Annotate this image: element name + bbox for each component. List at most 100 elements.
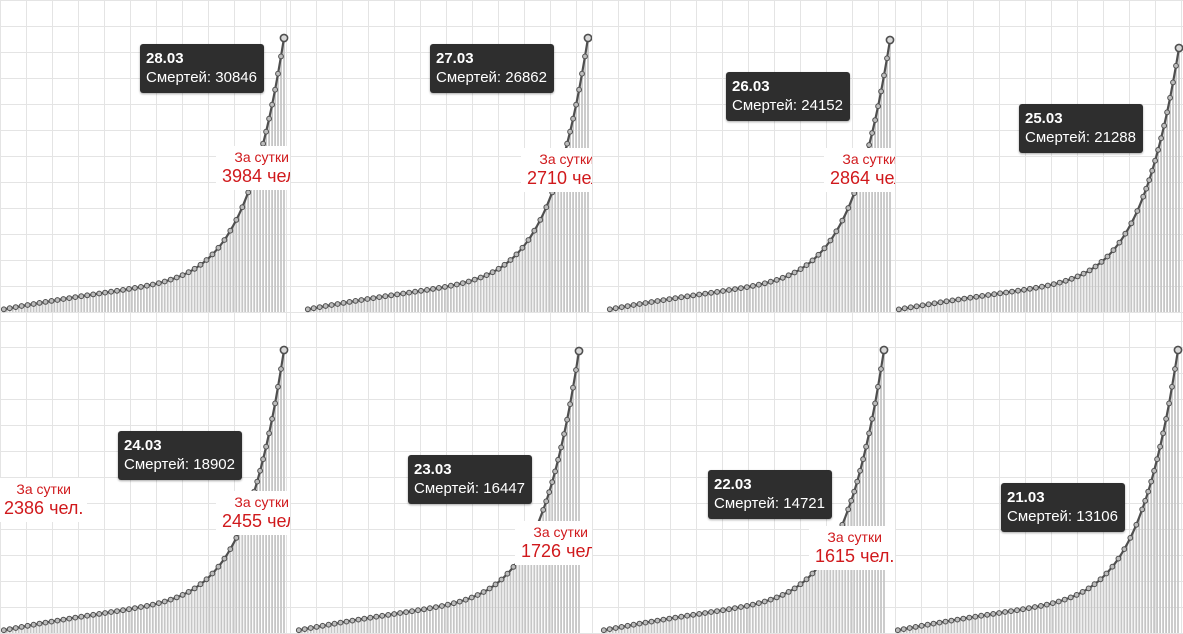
point (1109, 563, 1116, 570)
point (1026, 605, 1032, 612)
bar (781, 277, 784, 312)
point (636, 620, 643, 627)
point (376, 294, 383, 301)
point (1091, 581, 1098, 588)
point (325, 621, 332, 628)
bar (146, 605, 148, 633)
bar (1069, 597, 1072, 633)
bar (1130, 223, 1133, 312)
bar (131, 608, 133, 633)
bar (926, 624, 929, 633)
bar (333, 304, 336, 312)
point (1038, 603, 1044, 609)
bar (500, 579, 503, 633)
point (576, 86, 583, 93)
bar (187, 591, 190, 633)
bar (957, 299, 960, 312)
point (537, 217, 544, 223)
point (149, 281, 156, 288)
point (504, 570, 511, 577)
point (310, 305, 317, 312)
bar (734, 289, 736, 312)
bar (250, 500, 253, 633)
bar (841, 524, 844, 633)
point (167, 276, 174, 283)
point (48, 618, 55, 625)
bar (163, 281, 166, 312)
bar (1029, 288, 1031, 312)
bar (438, 287, 440, 312)
bar (1013, 610, 1015, 633)
bars (897, 48, 1180, 313)
point (307, 625, 314, 631)
bar (217, 247, 220, 312)
bar (701, 294, 704, 312)
bar (1007, 611, 1009, 633)
bar (330, 305, 333, 312)
bar (396, 613, 398, 633)
point (403, 609, 409, 616)
bar (945, 301, 948, 312)
bar (1049, 284, 1052, 312)
bar (1031, 607, 1033, 633)
points (0, 33, 289, 313)
bar (1147, 491, 1150, 633)
bar (369, 617, 372, 633)
bar (71, 618, 74, 633)
bar (820, 251, 823, 312)
point (233, 535, 240, 541)
point (343, 618, 350, 625)
point (442, 284, 448, 290)
point (400, 290, 407, 297)
point (1097, 576, 1104, 583)
bar (101, 613, 103, 633)
point (519, 244, 526, 251)
bar (1121, 238, 1124, 312)
bar (172, 598, 175, 633)
point (173, 274, 180, 281)
bar (787, 591, 790, 633)
point-highlight (879, 345, 889, 355)
point (660, 616, 667, 623)
bar (877, 386, 879, 633)
bar (11, 628, 14, 633)
bar (641, 303, 644, 312)
bar (914, 626, 917, 633)
point (878, 366, 884, 372)
bar (339, 622, 342, 633)
point (660, 297, 667, 304)
bar (1060, 600, 1063, 633)
bar (1076, 276, 1079, 312)
bar (1094, 266, 1097, 312)
bar (351, 301, 354, 312)
bar (1088, 270, 1091, 312)
bar (86, 615, 89, 633)
bar (1043, 286, 1046, 312)
bar (274, 89, 276, 312)
bar (187, 272, 190, 312)
bar (1061, 281, 1064, 312)
point (546, 489, 553, 496)
point (483, 272, 490, 279)
bar (354, 620, 357, 633)
point (278, 366, 284, 372)
bar (1100, 261, 1103, 312)
bar (271, 104, 273, 312)
annotation-value: 2386 (4, 498, 45, 518)
point (1027, 285, 1033, 292)
point (624, 622, 631, 629)
bar (1035, 287, 1037, 312)
bar (793, 588, 796, 633)
bar (447, 286, 449, 312)
point (866, 142, 873, 148)
bar (1090, 586, 1093, 633)
point (42, 299, 49, 305)
point (612, 625, 619, 631)
point (696, 611, 703, 617)
bar (378, 616, 381, 633)
point (272, 400, 279, 407)
point (370, 295, 377, 302)
bar (321, 306, 324, 312)
bar (899, 629, 902, 633)
point (155, 280, 162, 287)
